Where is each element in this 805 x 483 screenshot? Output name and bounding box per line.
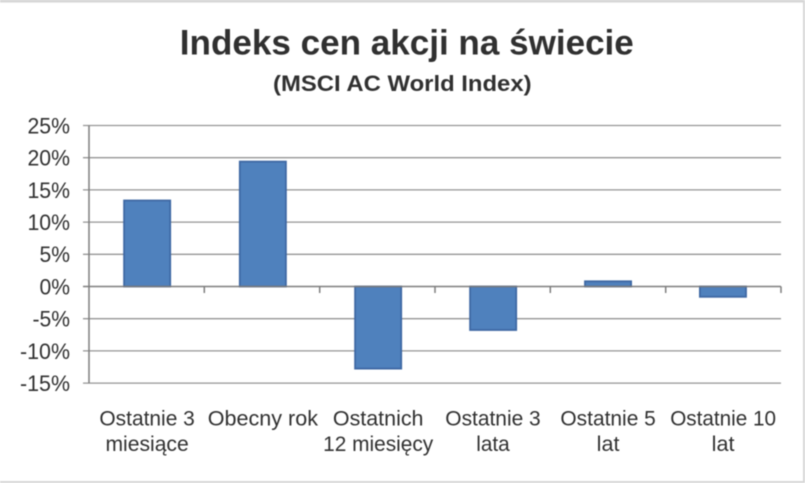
- svg-text:20%: 20%: [28, 146, 71, 171]
- svg-text:miesiące: miesiące: [105, 433, 188, 456]
- svg-text:15%: 15%: [28, 178, 71, 203]
- svg-text:25%: 25%: [28, 113, 71, 138]
- svg-text:Ostatnich: Ostatnich: [333, 407, 424, 430]
- svg-text:5%: 5%: [40, 242, 71, 267]
- svg-text:Ostatnie 3: Ostatnie 3: [445, 407, 540, 430]
- svg-text:lat: lat: [712, 433, 735, 456]
- svg-text:lata: lata: [476, 433, 510, 456]
- svg-text:lat: lat: [597, 433, 620, 456]
- svg-text:Indeks cen akcji na świecie: Indeks cen akcji na świecie: [180, 23, 634, 62]
- svg-text:0%: 0%: [40, 274, 71, 299]
- svg-text:12 miesięcy: 12 miesięcy: [323, 433, 433, 456]
- svg-text:10%: 10%: [28, 210, 71, 235]
- svg-text:Obecny rok: Obecny rok: [208, 407, 319, 430]
- svg-text:Ostatnie 5: Ostatnie 5: [560, 407, 655, 430]
- svg-text:-15%: -15%: [20, 371, 70, 396]
- svg-text:Ostatnie 10: Ostatnie 10: [670, 407, 776, 430]
- svg-text:(MSCI AC World Index): (MSCI AC World Index): [273, 71, 532, 96]
- svg-text:-10%: -10%: [20, 339, 70, 364]
- svg-text:-5%: -5%: [33, 307, 71, 332]
- svg-text:Ostatnie 3: Ostatnie 3: [99, 407, 194, 430]
